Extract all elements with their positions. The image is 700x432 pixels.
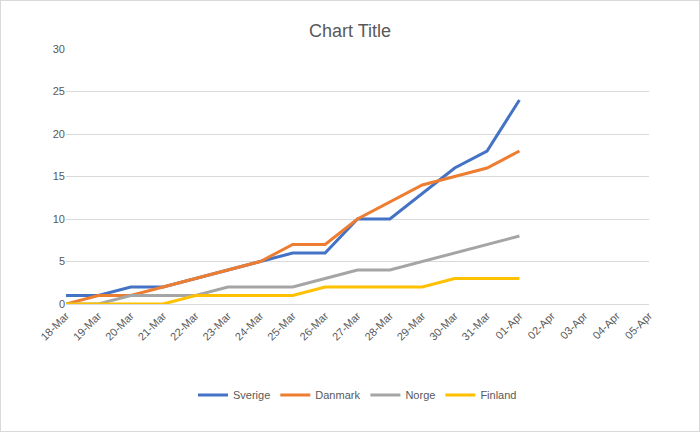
svg-text:10: 10 bbox=[53, 213, 65, 225]
svg-text:30-Mar: 30-Mar bbox=[427, 309, 460, 342]
svg-text:Chart Title: Chart Title bbox=[309, 21, 391, 41]
svg-text:25: 25 bbox=[53, 85, 65, 97]
svg-text:21-Mar: 21-Mar bbox=[135, 309, 168, 342]
svg-text:30: 30 bbox=[53, 43, 65, 55]
svg-text:Norge: Norge bbox=[405, 389, 435, 401]
svg-text:Finland: Finland bbox=[480, 389, 516, 401]
svg-text:19-Mar: 19-Mar bbox=[71, 309, 104, 342]
svg-text:22-Mar: 22-Mar bbox=[168, 309, 201, 342]
svg-text:26-Mar: 26-Mar bbox=[297, 309, 330, 342]
svg-text:31-Mar: 31-Mar bbox=[459, 309, 492, 342]
svg-text:24-Mar: 24-Mar bbox=[233, 309, 266, 342]
svg-text:28-Mar: 28-Mar bbox=[362, 309, 395, 342]
svg-text:25-Mar: 25-Mar bbox=[265, 309, 298, 342]
svg-text:15: 15 bbox=[53, 170, 65, 182]
svg-text:23-Mar: 23-Mar bbox=[200, 309, 233, 342]
svg-text:04-Apr: 04-Apr bbox=[590, 309, 622, 341]
svg-text:18-Mar: 18-Mar bbox=[38, 309, 71, 342]
svg-text:0: 0 bbox=[59, 298, 65, 310]
svg-text:27-Mar: 27-Mar bbox=[330, 309, 363, 342]
svg-text:03-Apr: 03-Apr bbox=[558, 309, 590, 341]
svg-text:20: 20 bbox=[53, 128, 65, 140]
svg-text:5: 5 bbox=[59, 255, 65, 267]
svg-text:Sverige: Sverige bbox=[233, 389, 270, 401]
svg-text:29-Mar: 29-Mar bbox=[394, 309, 427, 342]
svg-text:20-Mar: 20-Mar bbox=[103, 309, 136, 342]
svg-text:05-Apr: 05-Apr bbox=[622, 309, 654, 341]
svg-text:01-Apr: 01-Apr bbox=[493, 309, 525, 341]
svg-text:Danmark: Danmark bbox=[315, 389, 360, 401]
svg-text:02-Apr: 02-Apr bbox=[525, 309, 557, 341]
